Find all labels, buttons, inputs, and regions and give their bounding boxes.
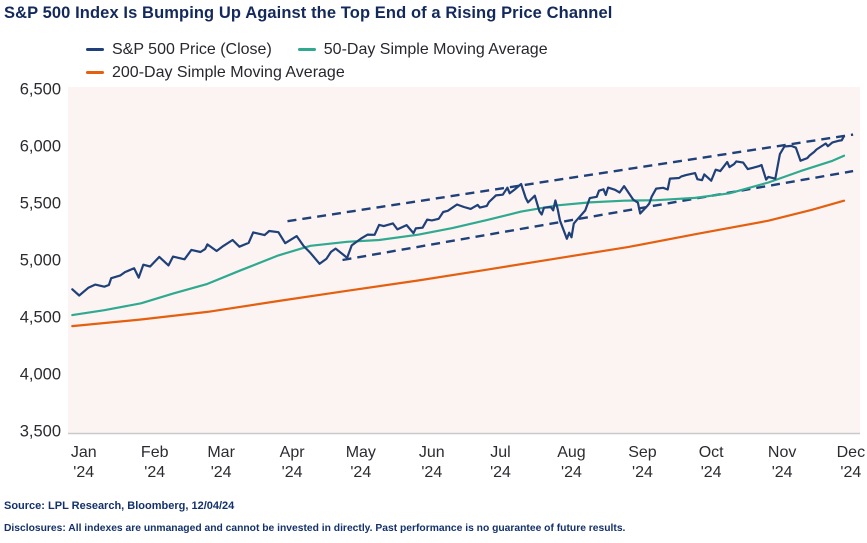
- disclosures-note: Disclosures: All indexes are unmanaged a…: [4, 523, 626, 534]
- x-axis-tick-label: Sep: [628, 444, 657, 461]
- source-note: Source: LPL Research, Bloomberg, 12/04/2…: [4, 500, 235, 512]
- x-axis-tick-label: Feb: [141, 444, 169, 461]
- legend-item-sma200: 200-Day Simple Moving Average: [86, 64, 345, 82]
- legend-item-price: S&P 500 Price (Close): [86, 41, 272, 59]
- x-axis-tick-label: '24: [144, 464, 165, 481]
- sma50-line-swatch-icon: [297, 48, 316, 51]
- x-axis-tick-label: Nov: [768, 444, 796, 461]
- x-axis-tick-label: Jun: [419, 444, 445, 461]
- chart-title: S&P 500 Index Is Bumping Up Against the …: [4, 4, 613, 22]
- x-axis-tick-label: '24: [701, 464, 722, 481]
- x-axis-tick-label: May: [346, 444, 376, 461]
- x-axis-tick-label: Oct: [699, 444, 724, 461]
- price-line-swatch-icon: [86, 48, 104, 51]
- chart-legend: S&P 500 Price (Close) 50-Day Simple Movi…: [86, 38, 786, 84]
- x-axis-tick-label: Apr: [280, 444, 306, 461]
- sma200-line-swatch-icon: [86, 71, 104, 74]
- x-axis-tick-label: '24: [561, 464, 582, 481]
- sma200-line: [71, 199, 846, 328]
- x-axis-tick-label: '24: [632, 464, 653, 481]
- x-axis-tick-label: '24: [211, 464, 232, 481]
- legend-item-sma50: 50-Day Simple Moving Average: [297, 40, 548, 59]
- x-axis-tick-label: Aug: [557, 444, 585, 461]
- x-axis-tick-label: Jul: [490, 444, 510, 461]
- x-axis-tick-label: '24: [772, 464, 793, 481]
- x-axis-tick-label: '24: [282, 464, 303, 481]
- x-axis-tick-label: Jan: [71, 444, 97, 461]
- y-axis-tick-label: 3,500: [20, 423, 61, 441]
- plot-area: [68, 87, 860, 433]
- legend-row-1: S&P 500 Price (Close) 50-Day Simple Movi…: [86, 38, 786, 61]
- y-axis-tick-label: 5,000: [20, 252, 61, 270]
- x-axis-tick-label: Mar: [207, 444, 235, 461]
- channel-upper-line: [287, 133, 854, 223]
- x-axis-tick-label: '24: [840, 464, 861, 481]
- x-axis-tick-label: Dec: [837, 444, 865, 461]
- y-axis-tick-label: 6,500: [20, 81, 61, 99]
- legend-label: S&P 500 Price (Close): [112, 40, 272, 58]
- legend-label: 50-Day Simple Moving Average: [323, 40, 548, 58]
- y-axis-tick-label: 6,000: [20, 138, 61, 156]
- x-axis-tick-label: '24: [490, 464, 511, 481]
- price-series-line: [71, 135, 846, 297]
- y-axis-tick-label: 4,000: [20, 366, 61, 384]
- legend-row-2: 200-Day Simple Moving Average: [86, 61, 786, 84]
- x-axis-tick-label: '24: [350, 464, 371, 481]
- y-axis-tick-label: 5,500: [20, 195, 61, 213]
- channel-lower-line: [342, 169, 854, 262]
- sma50-line: [71, 154, 846, 317]
- x-axis-tick-label: '24: [421, 464, 442, 481]
- y-axis-tick-label: 4,500: [20, 309, 61, 327]
- x-axis-tick-label: '24: [73, 464, 94, 481]
- legend-label: 200-Day Simple Moving Average: [112, 63, 345, 81]
